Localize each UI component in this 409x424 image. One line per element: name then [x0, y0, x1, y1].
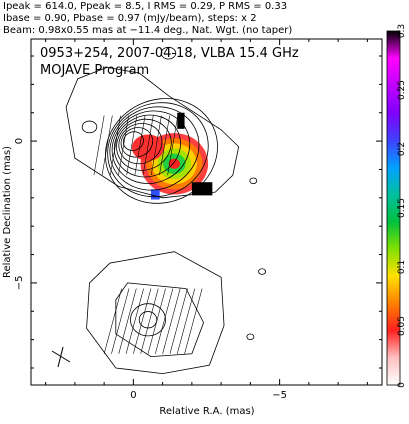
- evpa-vector: [184, 288, 203, 354]
- contour-ring: [109, 106, 200, 191]
- colorbar-tick-label: 0.2: [397, 142, 407, 156]
- contour-blob: [160, 46, 177, 60]
- contour-envelope: [65, 66, 240, 199]
- x-tick-label: −5: [272, 390, 287, 401]
- colorbar-tick-label: 0: [397, 382, 407, 388]
- contour-ring: [118, 123, 163, 165]
- contour-blob: [258, 268, 266, 275]
- evpa-vector: [126, 115, 138, 176]
- contour-ring: [113, 114, 181, 178]
- evpa-vector: [140, 288, 159, 354]
- beam-marker: [51, 346, 71, 368]
- polarization-level: [150, 189, 160, 200]
- y-tick-label: 0: [14, 138, 25, 144]
- colorbar: 0 0.05 0.1 0.15 0.2 0.25 0.3: [386, 24, 407, 388]
- polarization-vectors: [93, 115, 203, 354]
- contour-lower-inner: [130, 303, 166, 337]
- evpa-vector: [133, 288, 152, 354]
- contour-lower-outer: [86, 251, 225, 375]
- header-line-3: Beam: 0.98x0.55 mas at −11.4 deg., Nat. …: [3, 25, 292, 36]
- evpa-vector: [134, 115, 146, 176]
- evpa-vector: [147, 288, 166, 354]
- contour-blob: [246, 333, 255, 340]
- evpa-vector: [159, 115, 170, 176]
- evpa-vector: [118, 288, 137, 354]
- header-line-1: Ipeak = 614.0, Ppeak = 8.5, I RMS = 0.29…: [3, 1, 287, 12]
- evpa-vector: [167, 115, 179, 176]
- x-tick-label: 0: [130, 390, 136, 401]
- colorbar-tick-label: 0.1: [397, 260, 407, 274]
- x-axis-label: Relative R.A. (mas): [159, 406, 254, 417]
- evpa-vector: [118, 115, 129, 176]
- axis-ticks: 0 −5 0 −5: [14, 39, 382, 401]
- evpa-vector: [162, 288, 181, 354]
- y-tick-label: −5: [14, 276, 25, 291]
- contour-ring: [107, 102, 209, 198]
- polarization-level: [191, 182, 213, 196]
- evpa-vector: [142, 115, 154, 176]
- header-line-2: Ibase = 0.90, Pbase = 0.97 (mJy/beam), s…: [3, 13, 257, 24]
- colorbar-tick-label: 0.3: [397, 24, 407, 38]
- colorbar-tick-label: 0.05: [397, 316, 407, 336]
- contour-ring: [122, 131, 144, 151]
- evpa-vector: [150, 115, 162, 176]
- contour-ring: [111, 110, 191, 184]
- plot-title: 0953+254, 2007-04-18, VLBA 15.4 GHz: [40, 46, 299, 61]
- evpa-vector: [111, 288, 130, 354]
- contour-lower-mid: [115, 282, 205, 358]
- contour-ring: [120, 127, 154, 158]
- intensity-contours: [65, 46, 266, 375]
- polarization-level: [177, 112, 185, 129]
- evpa-vector: [176, 288, 196, 354]
- evpa-vector: [93, 115, 105, 176]
- evpa-vector: [101, 115, 113, 176]
- plot-subtitle: MOJAVE Program: [40, 63, 149, 78]
- colorbar-tick-label: 0.25: [397, 80, 407, 100]
- evpa-vector: [155, 288, 174, 354]
- contour-blob: [81, 120, 98, 134]
- contour-ring: [104, 98, 218, 204]
- evpa-vector: [125, 288, 144, 354]
- evpa-vector: [109, 115, 121, 176]
- y-axis-label: Relative Declination (mas): [2, 146, 13, 278]
- contour-lower-inner: [138, 311, 158, 329]
- evpa-vector: [103, 288, 122, 354]
- contour-blob: [249, 177, 258, 185]
- polarization-level: [168, 158, 180, 169]
- colorbar-tick-label: 0.15: [397, 198, 407, 218]
- plot-frame: [30, 38, 383, 386]
- evpa-vector: [169, 288, 188, 354]
- contour-ring: [116, 118, 172, 171]
